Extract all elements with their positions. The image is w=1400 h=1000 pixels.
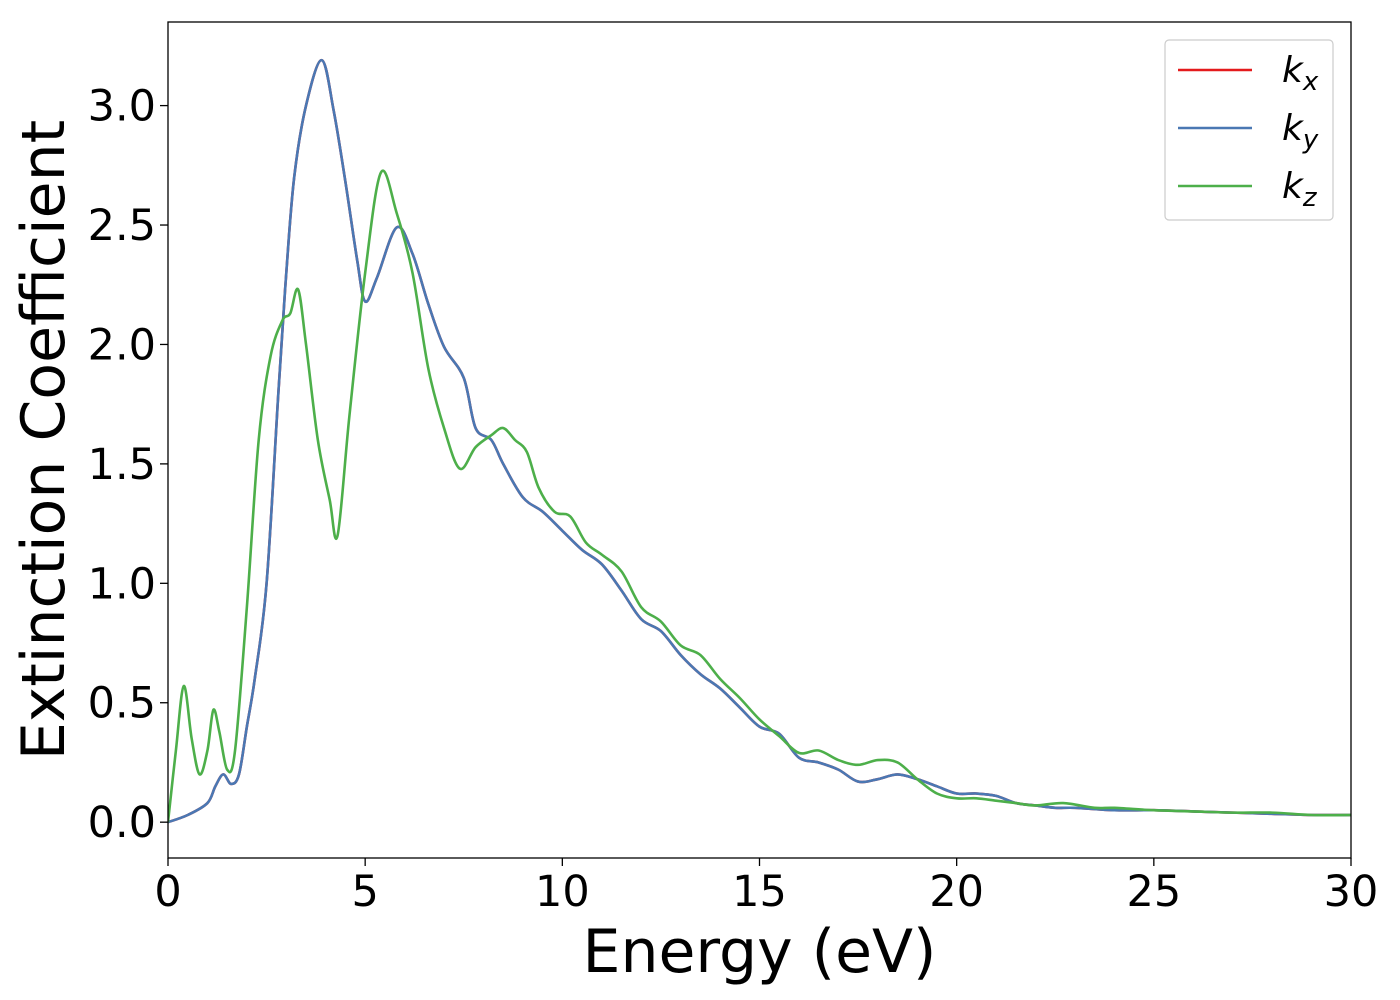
x-axis-title: Energy (eV): [583, 917, 937, 987]
series-layer: [168, 58, 1351, 824]
x-tick-label: 25: [1126, 867, 1181, 917]
x-tick-label: 5: [351, 867, 378, 917]
y-axis-ticks: 0.0 0.5 1.0 1.5 2.0 2.5 3.0: [88, 82, 168, 848]
x-tick-label: 0: [154, 867, 181, 917]
x-tick-label: 10: [535, 867, 590, 917]
legend-label-kx: kx: [1282, 50, 1319, 97]
legend-box: [1164, 39, 1334, 221]
legend-label-ky: ky: [1282, 108, 1319, 155]
y-tick-label: 2.5: [88, 201, 156, 251]
y-tick-label: 3.0: [88, 82, 156, 132]
series-line-kz: [168, 169, 1351, 823]
x-tick-label: 15: [732, 867, 787, 917]
y-axis-title: Extinction Coefficient: [9, 120, 79, 760]
y-tick-label: 0.5: [88, 679, 156, 729]
x-axis-ticks: 0 5 10 15 20 25 30: [154, 858, 1378, 917]
y-tick-label: 2.0: [88, 320, 156, 370]
x-tick-label: 30: [1324, 867, 1379, 917]
y-tick-label: 1.5: [88, 440, 156, 490]
series-line-ky: [168, 58, 1351, 824]
y-tick-label: 1.0: [88, 559, 156, 609]
legend: kx ky kz: [1164, 39, 1334, 221]
x-tick-label: 20: [929, 867, 984, 917]
y-tick-label: 0.0: [88, 798, 156, 848]
legend-label-kz: kz: [1282, 166, 1318, 213]
